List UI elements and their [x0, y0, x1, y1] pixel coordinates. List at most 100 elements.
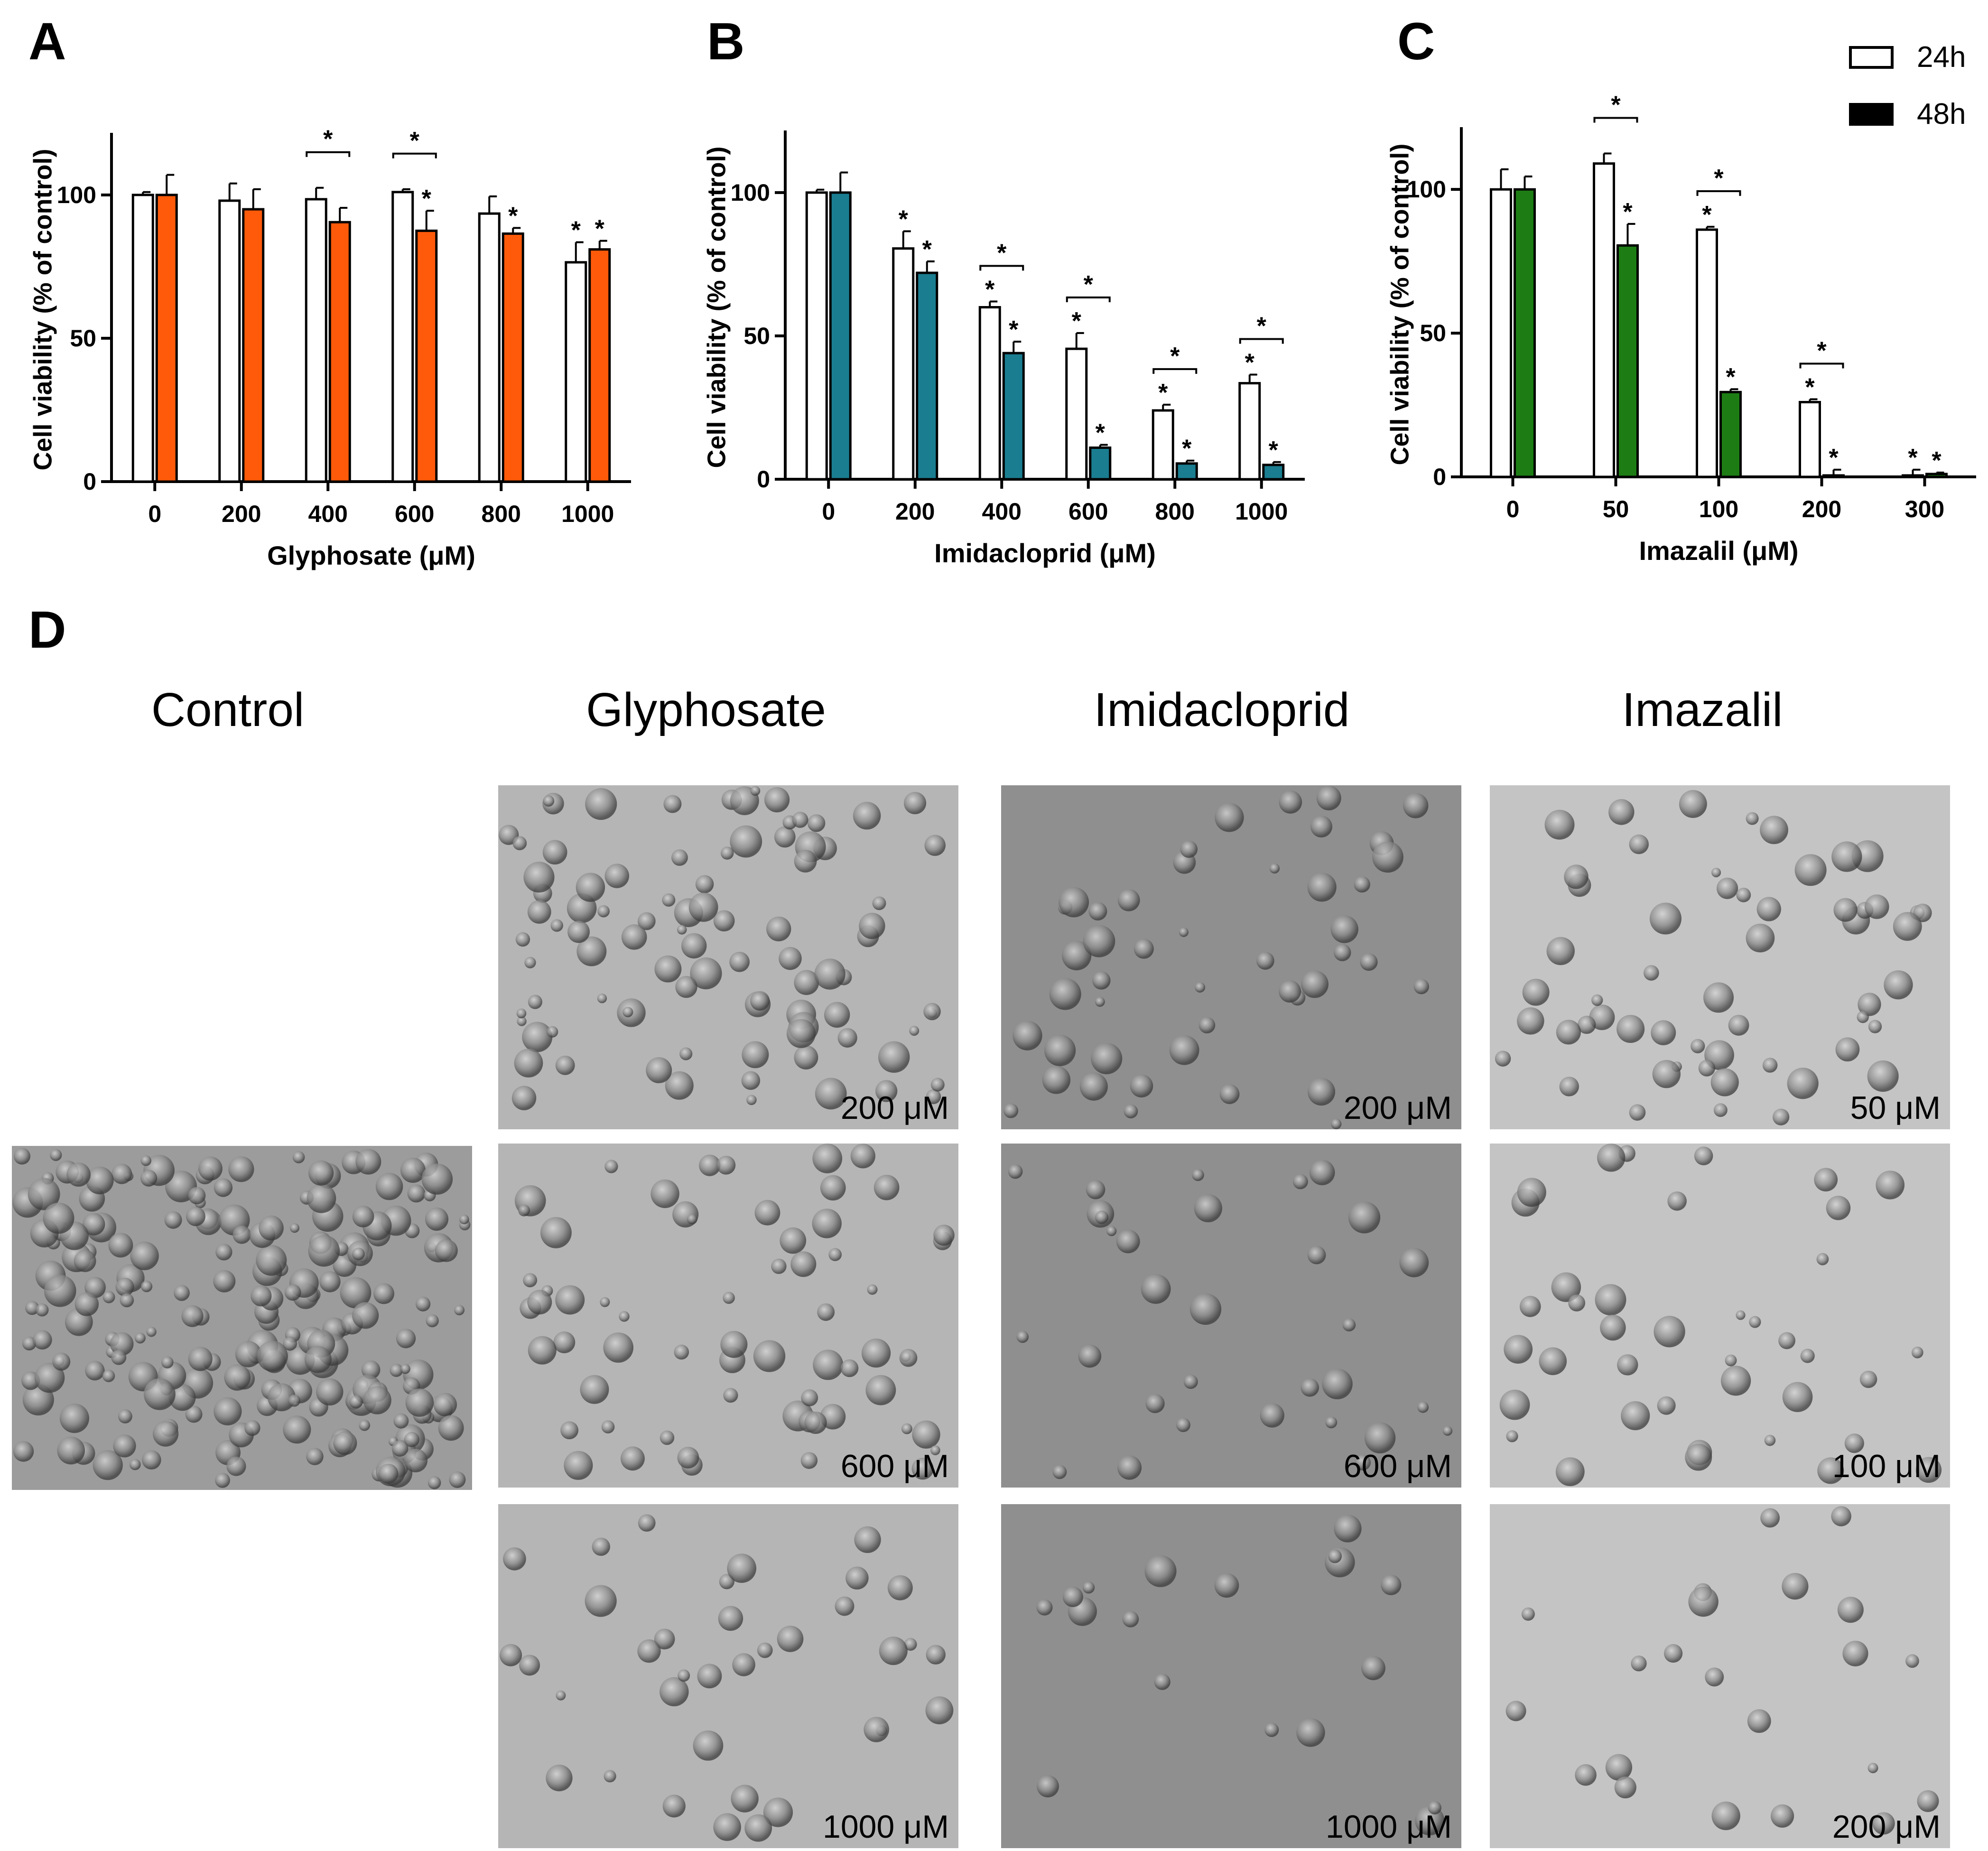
- cell-blob: [619, 1311, 630, 1322]
- cell-blob: [600, 1297, 610, 1307]
- cell-blob: [74, 1250, 96, 1272]
- cell-blob: [1867, 1763, 1878, 1774]
- cell-blob: [1736, 887, 1751, 902]
- cell-blob: [835, 1596, 855, 1616]
- legend-swatch-48h: [1849, 103, 1894, 126]
- y-axis-label: Cell viability (% of control): [28, 149, 57, 470]
- cell-blob: [421, 1163, 453, 1195]
- cell-blob: [1868, 1020, 1882, 1033]
- cell-blob: [289, 1223, 300, 1233]
- cell-blob: [813, 1349, 844, 1380]
- cell-blob: [512, 836, 527, 850]
- cell-blob: [713, 1813, 741, 1841]
- cell-blob: [1179, 927, 1189, 937]
- cell-blob: [1657, 1396, 1676, 1415]
- cell-blob: [662, 893, 676, 907]
- cell-blob: [427, 1476, 441, 1489]
- cell-blob: [130, 1241, 159, 1270]
- cell-blob: [1629, 834, 1649, 855]
- cell-blob: [792, 811, 808, 828]
- significance-star: *: [422, 185, 432, 213]
- micrograph-background: [1001, 1504, 1461, 1848]
- cell-blob: [1837, 1597, 1864, 1623]
- cell-blob: [1859, 1370, 1877, 1388]
- cell-blob: [1307, 1078, 1336, 1106]
- cell-blob: [723, 1388, 738, 1403]
- micrograph-panel: D Control Glyphosate Imidacloprid Imazalil 20…: [12, 601, 1950, 1848]
- cell-blob: [1176, 1418, 1190, 1432]
- cell-blob: [1800, 1349, 1815, 1363]
- cell-blob: [1551, 1272, 1581, 1302]
- cell-blob: [57, 1436, 85, 1465]
- cell-blob: [1685, 1443, 1712, 1471]
- micrograph-image: 50 μM: [1490, 785, 1950, 1129]
- cell-blob: [678, 1669, 690, 1682]
- cell-blob: [764, 787, 790, 813]
- cell-blob: [926, 1089, 941, 1105]
- cell-blob: [1519, 1296, 1541, 1317]
- cell-blob: [359, 1420, 371, 1431]
- cell-blob: [622, 1006, 633, 1018]
- cell-blob: [1760, 816, 1788, 844]
- cell-blob: [1629, 1104, 1646, 1121]
- cell-blob: [1044, 1034, 1076, 1067]
- cell-blob: [1794, 854, 1827, 886]
- significance-star: *: [571, 217, 581, 244]
- significance-star: *: [1158, 379, 1168, 407]
- cell-blob: [1091, 1042, 1123, 1074]
- cell-blob: [1762, 1058, 1778, 1073]
- cell-blob: [695, 875, 714, 893]
- cell-blob: [604, 1770, 616, 1783]
- cell-blob: [794, 850, 817, 873]
- cell-blob: [912, 1420, 940, 1449]
- significance-star: *: [1908, 444, 1918, 472]
- x-tick-label: 0: [822, 498, 835, 525]
- cell-blob: [804, 1411, 827, 1434]
- cell-blob: [1331, 1118, 1342, 1129]
- cell-blob: [292, 1151, 305, 1163]
- cell-blob: [1867, 1060, 1899, 1092]
- micrograph-image: 600 μM: [1001, 1144, 1461, 1488]
- cell-blob: [1575, 1764, 1597, 1786]
- cell-blob: [373, 1283, 395, 1304]
- bar-24h: [1065, 347, 1088, 481]
- cell-blob: [540, 1217, 572, 1248]
- x-tick-label: 600: [1068, 498, 1108, 525]
- cell-blob: [113, 1434, 136, 1458]
- significance-star: *: [1702, 201, 1712, 229]
- cell-blob: [1192, 1169, 1204, 1181]
- cell-blob: [1052, 1465, 1067, 1479]
- y-tick-label: 50: [1420, 320, 1446, 346]
- significance-star: *: [1611, 91, 1621, 119]
- x-tick-label: 300: [1905, 496, 1944, 522]
- cell-blob: [1720, 1366, 1751, 1396]
- significance-star: *: [997, 239, 1007, 267]
- significance-star: *: [899, 205, 909, 233]
- cell-blob: [1688, 1586, 1719, 1617]
- bar-24h: [805, 191, 828, 481]
- cell-blob: [235, 1341, 262, 1367]
- micrograph-dose-label: 600 μM: [1344, 1448, 1452, 1484]
- cell-blob: [794, 970, 819, 995]
- cell-blob: [267, 1383, 296, 1412]
- cell-blob: [1292, 1174, 1308, 1190]
- cell-blob: [1325, 1416, 1338, 1429]
- cell-blob: [1858, 993, 1881, 1016]
- significance-star: *: [1257, 312, 1267, 340]
- cell-blob: [926, 1645, 946, 1665]
- cell-blob: [1679, 790, 1707, 818]
- bar-48h: [242, 208, 265, 483]
- cell-blob: [188, 1187, 206, 1205]
- cell-blob: [1616, 1014, 1645, 1043]
- cell-blob: [1381, 1574, 1402, 1595]
- cell-blob: [304, 1346, 332, 1373]
- cell-blob: [547, 1026, 558, 1038]
- cell-blob: [85, 1360, 105, 1381]
- cell-blob: [1354, 876, 1370, 893]
- cell-blob: [1008, 1164, 1023, 1179]
- cell-blob: [198, 1156, 223, 1181]
- cell-blob: [777, 1626, 804, 1652]
